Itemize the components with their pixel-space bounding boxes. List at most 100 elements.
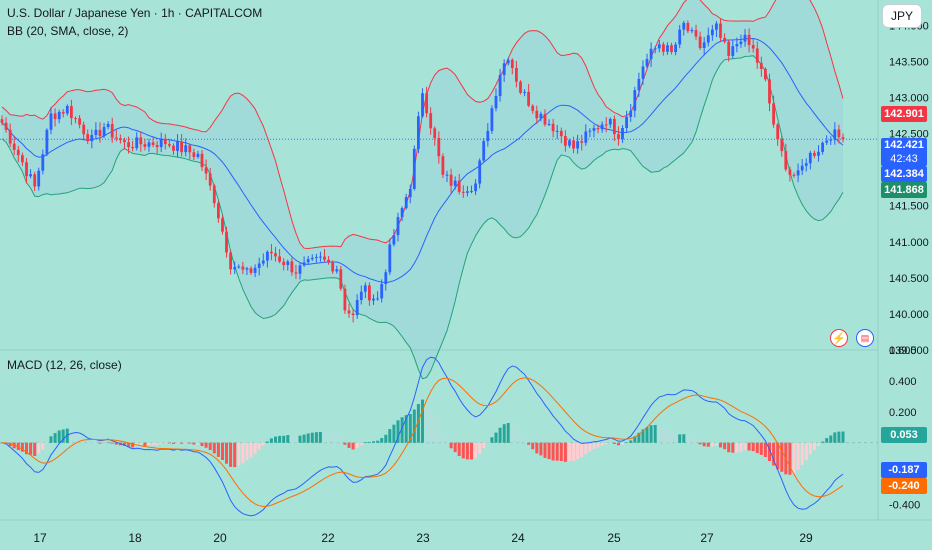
macd-histogram-bar: [535, 442, 539, 454]
candle-body: [788, 169, 792, 175]
macd-histogram-bar: [380, 438, 384, 443]
candle-body: [208, 173, 212, 186]
candle-body: [449, 174, 453, 186]
macd-histogram-bar: [200, 442, 204, 446]
candle-body: [204, 167, 208, 174]
candle-body: [172, 145, 175, 151]
candle-body: [719, 23, 722, 38]
candle-body: [829, 139, 833, 141]
price-axis-tick: 140.500: [889, 273, 929, 285]
candle-body: [621, 128, 624, 140]
macd-histogram-bar: [216, 442, 220, 457]
macd-histogram-bar: [253, 442, 257, 454]
candle-body: [196, 153, 200, 157]
macd-histogram-bar: [331, 435, 335, 443]
macd-histogram-bar: [335, 436, 339, 443]
macd-histogram-bar: [282, 435, 286, 443]
candle-body: [657, 44, 661, 49]
macd-histogram-bar: [180, 442, 184, 444]
candle-body: [535, 110, 539, 119]
macd-histogram-bar: [135, 442, 139, 446]
macd-histogram-bar: [527, 442, 531, 445]
macd-histogram-bar: [314, 432, 318, 443]
macd-histogram-bar: [604, 442, 608, 445]
candle-body: [751, 45, 755, 49]
candle-body: [490, 108, 494, 131]
macd-axis-tick: 0.600: [889, 345, 917, 357]
candle-body: [510, 59, 514, 68]
macd-histogram-bar: [653, 425, 657, 443]
candle-body: [735, 44, 739, 47]
candle-body: [506, 59, 510, 64]
macd-histogram-bar: [302, 434, 306, 443]
candle-body: [796, 170, 800, 176]
candle-body: [286, 261, 290, 265]
macd-histogram-bar: [498, 427, 502, 443]
candle-body: [359, 291, 363, 300]
candle-body: [706, 35, 710, 43]
macd-histogram-bar: [625, 442, 629, 443]
macd-histogram-bar: [629, 440, 633, 443]
macd-histogram-bar: [151, 442, 155, 445]
macd-histogram-bar: [763, 442, 767, 457]
macd-histogram-bar: [821, 441, 825, 443]
candle-body: [114, 137, 118, 139]
macd-histogram-bar: [474, 442, 478, 459]
candle-body: [37, 170, 41, 187]
candle-body: [306, 259, 310, 263]
candle-body: [555, 130, 559, 132]
macd-line: [1, 356, 844, 517]
candle-body: [547, 123, 551, 125]
macd-histogram-bar: [139, 442, 143, 446]
macd-histogram-bar: [568, 442, 571, 461]
candle-body: [404, 197, 408, 209]
macd-histogram-bar: [494, 432, 498, 443]
candle-body: [294, 272, 298, 274]
macd-histogram-bar: [555, 442, 559, 461]
macd-histogram-bar: [388, 429, 392, 443]
signal-line-tag: -0.240: [881, 478, 927, 494]
macd-histogram-bar: [212, 442, 216, 454]
candle-body: [800, 165, 804, 171]
currency-button[interactable]: JPY: [882, 4, 922, 28]
macd-histogram-bar: [714, 442, 718, 446]
macd-histogram-bar: [694, 440, 698, 443]
candle-body: [711, 29, 714, 36]
macd-histogram-bar: [396, 420, 400, 443]
candle-body: [82, 124, 86, 135]
macd-histogram-bar: [510, 424, 514, 443]
candle-body: [315, 256, 318, 258]
candle-body: [421, 93, 424, 117]
candle-body: [813, 152, 816, 156]
macd-histogram-bar: [245, 442, 249, 461]
macd-histogram-bar: [682, 434, 686, 443]
candle-body: [772, 103, 775, 125]
candle-body: [625, 116, 628, 128]
lightning-icon[interactable]: ⚡: [830, 329, 848, 347]
macd-histogram-bar: [690, 437, 694, 443]
candle-body: [98, 129, 102, 136]
candle-body: [723, 37, 726, 42]
candle-body: [662, 44, 665, 52]
candle-body: [470, 191, 473, 193]
bb-legend[interactable]: BB (20, SMA, close, 2): [7, 24, 129, 38]
candle-body: [192, 152, 196, 157]
candle-body: [457, 180, 461, 192]
candle-body: [592, 128, 596, 131]
macd-histogram-bar: [482, 442, 486, 448]
us-flag-icon[interactable]: ▤: [856, 329, 874, 347]
macd-histogram-bar: [661, 428, 665, 443]
macd-legend[interactable]: MACD (12, 26, close): [7, 358, 122, 372]
candle-body: [363, 285, 367, 292]
macd-histogram-bar: [363, 442, 367, 443]
macd-histogram-bar: [237, 442, 241, 466]
candle-body: [61, 111, 65, 114]
macd-histogram-bar: [57, 430, 61, 443]
candle-body: [821, 142, 824, 152]
candle-body: [290, 261, 294, 273]
macd-histogram-bar: [147, 442, 151, 446]
macd-histogram-bar: [796, 442, 800, 470]
macd-histogram-bar: [176, 442, 179, 444]
candle-body: [559, 130, 563, 137]
